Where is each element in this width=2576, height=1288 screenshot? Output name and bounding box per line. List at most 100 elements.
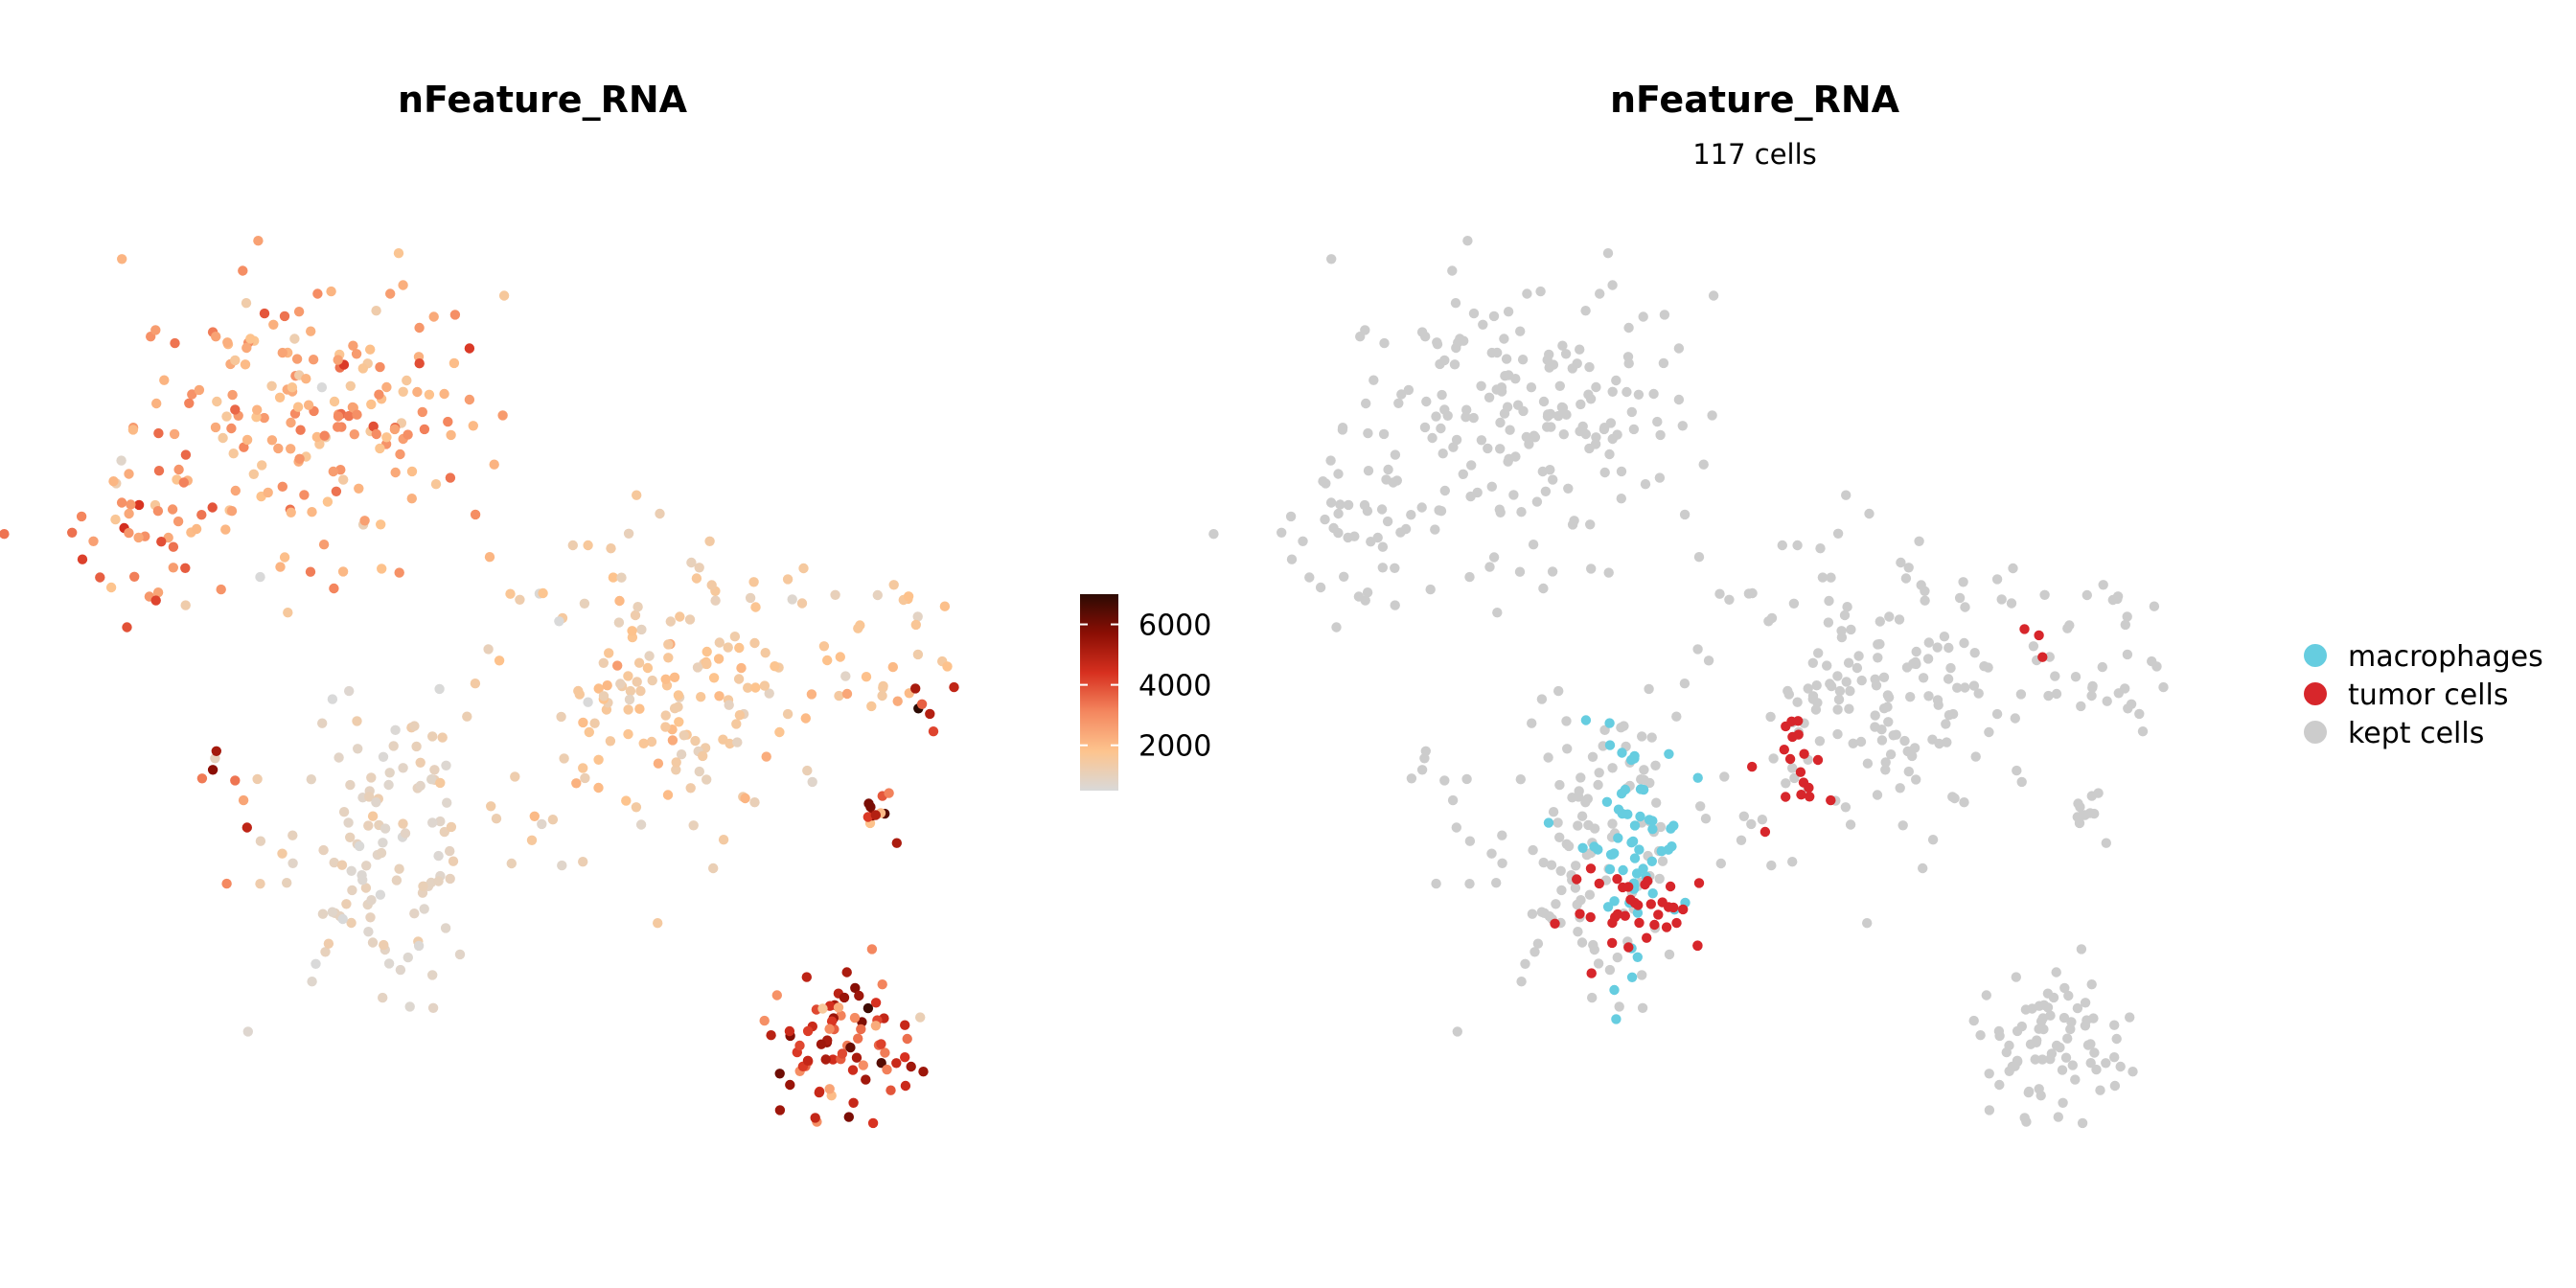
scatter-point xyxy=(274,392,286,402)
scatter-point-kept-cells xyxy=(1736,835,1747,845)
scatter-point xyxy=(375,361,385,373)
scatter-point xyxy=(428,311,439,322)
scatter-point-kept-cells xyxy=(1561,409,1572,420)
scatter-point-kept-cells xyxy=(2027,1003,2037,1014)
scatter-point xyxy=(291,354,303,364)
scatter-point-kept-cells xyxy=(1616,494,1627,504)
scatter-point xyxy=(263,487,273,498)
scatter-point-kept-cells xyxy=(1633,389,1644,400)
scatter-point xyxy=(429,765,440,775)
scatter-point xyxy=(242,434,253,446)
scatter-point-kept-cells xyxy=(1811,680,1822,691)
scatter-point-kept-cells xyxy=(1516,507,1527,518)
scatter-point xyxy=(635,819,647,830)
scatter-point-kept-cells xyxy=(1842,602,1852,612)
scatter-point-kept-cells xyxy=(1450,298,1461,309)
scatter-point xyxy=(886,1085,896,1095)
scatter-point-tumor-cells xyxy=(1623,882,1634,892)
scatter-point xyxy=(277,848,288,859)
scatter-point-kept-cells xyxy=(1994,1079,2005,1091)
scatter-point xyxy=(845,1042,856,1053)
scatter-point xyxy=(854,990,864,1001)
scatter-point-kept-cells xyxy=(2112,591,2124,602)
scatter-point xyxy=(801,972,812,982)
scatter-point-kept-cells xyxy=(1497,830,1507,840)
scatter-point-kept-cells xyxy=(1884,611,1895,622)
scatter-point xyxy=(593,782,604,794)
scatter-point xyxy=(242,1026,253,1037)
scatter-point-kept-cells xyxy=(1637,731,1647,742)
scatter-point-tumor-cells xyxy=(1612,908,1623,920)
scatter-point-kept-cells xyxy=(1607,280,1618,290)
scatter-point-kept-cells xyxy=(1406,773,1417,784)
scatter-point xyxy=(554,616,564,627)
scatter-point-kept-cells xyxy=(2087,680,2098,692)
scatter-point-kept-cells xyxy=(1787,763,1798,773)
scatter-point-kept-cells xyxy=(2093,788,2104,798)
scatter-point xyxy=(124,527,134,539)
scatter-point xyxy=(644,651,655,661)
scatter-point-kept-cells xyxy=(1427,432,1438,444)
scatter-point-kept-cells xyxy=(2134,708,2145,720)
scatter-point-tumor-cells xyxy=(2037,652,2048,662)
scatter-point xyxy=(268,319,279,330)
scatter-point xyxy=(593,754,604,765)
scatter-point xyxy=(902,1033,912,1045)
scatter-point-macrophages xyxy=(1616,788,1627,799)
scatter-point-kept-cells xyxy=(1612,429,1622,440)
scatter-point-kept-cells xyxy=(1603,567,1614,578)
scatter-point-tumor-cells xyxy=(1640,879,1650,890)
scatter-point-macrophages xyxy=(1604,863,1616,875)
scatter-point xyxy=(605,736,616,747)
scatter-point-kept-cells xyxy=(2077,1117,2088,1129)
scatter-point-kept-cells xyxy=(1390,449,1401,460)
scatter-point-kept-cells xyxy=(1495,444,1506,454)
scatter-point xyxy=(615,678,626,689)
scatter-point-macrophages xyxy=(1543,817,1554,828)
scatter-point xyxy=(816,1039,827,1049)
scatter-point xyxy=(464,394,475,405)
scatter-point-kept-cells xyxy=(1765,711,1776,723)
scatter-point-macrophages xyxy=(1647,824,1658,835)
scatter-point-kept-cells xyxy=(2044,652,2055,662)
points-right xyxy=(1208,236,2169,1129)
scatter-point-kept-cells xyxy=(2072,1002,2083,1014)
scatter-point-kept-cells xyxy=(1870,674,1880,684)
scatter-point xyxy=(345,380,356,391)
scatter-point xyxy=(900,1052,910,1063)
scatter-point-kept-cells xyxy=(1522,288,1532,299)
scatter-point xyxy=(266,435,278,446)
scatter-point xyxy=(415,757,426,768)
scatter-point xyxy=(713,654,724,664)
scatter-point-kept-cells xyxy=(1899,735,1910,747)
scatter-point-kept-cells xyxy=(2011,972,2021,982)
scatter-point xyxy=(360,883,372,893)
scatter-point xyxy=(498,290,510,301)
scatter-point xyxy=(891,1058,902,1069)
scatter-point-kept-cells xyxy=(1883,717,1894,727)
scatter-point-kept-cells xyxy=(1671,711,1682,722)
scatter-point-kept-cells xyxy=(1841,677,1852,687)
scatter-point-kept-cells xyxy=(1557,340,1568,351)
scatter-point xyxy=(910,683,921,694)
scatter-point-kept-cells xyxy=(2115,1061,2126,1072)
scatter-point-kept-cells xyxy=(1598,424,1610,435)
scatter-point xyxy=(916,699,928,709)
scatter-point xyxy=(624,694,635,705)
scatter-point xyxy=(306,774,316,785)
scatter-point-tumor-cells xyxy=(1812,754,1824,766)
scatter-point-kept-cells xyxy=(1714,588,1725,599)
scatter-point-kept-cells xyxy=(1520,958,1530,969)
scatter-point-kept-cells xyxy=(1335,499,1346,510)
scatter-point xyxy=(292,402,304,412)
scatter-point-kept-cells xyxy=(1708,290,1719,301)
scatter-point-tumor-cells xyxy=(1678,904,1689,915)
scatter-point xyxy=(847,1065,859,1075)
scatter-point xyxy=(614,595,625,607)
scatter-point xyxy=(910,619,921,631)
scatter-point xyxy=(694,766,704,777)
scatter-point-kept-cells xyxy=(1420,746,1432,756)
scatter-point xyxy=(866,944,878,954)
scatter-point xyxy=(253,236,264,246)
scatter-point-kept-cells xyxy=(1573,820,1583,831)
